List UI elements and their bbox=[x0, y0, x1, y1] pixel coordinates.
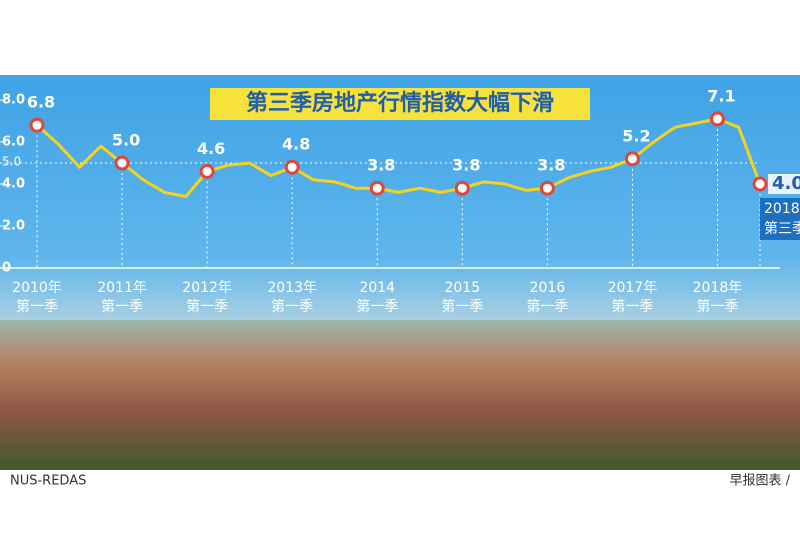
chart-title: 第三季房地产行情指数大幅下滑 bbox=[246, 90, 554, 116]
credit: 早报图表 / bbox=[729, 474, 790, 489]
data-point bbox=[284, 159, 300, 175]
value-label: 4.0 bbox=[772, 173, 800, 194]
y-tick-label: 2.0 bbox=[2, 219, 25, 234]
y-tick-label: 4.0 bbox=[2, 177, 25, 192]
x-tick-label: 2018年 bbox=[764, 201, 800, 217]
data-point bbox=[29, 117, 45, 133]
x-tick-sublabel: 第三季 bbox=[764, 220, 800, 237]
x-tick-sublabel: 第一季 bbox=[441, 298, 483, 315]
x-tick-label: 2014 bbox=[359, 280, 395, 296]
value-label: 3.8 bbox=[367, 156, 395, 175]
data-point bbox=[114, 155, 130, 171]
value-label-box bbox=[768, 174, 800, 194]
source: NUS-REDAS bbox=[10, 474, 86, 489]
value-label: 6.8 bbox=[27, 93, 55, 112]
x-tick-sublabel: 第一季 bbox=[611, 298, 653, 315]
value-label: 7.1 bbox=[707, 86, 735, 105]
value-label: 5.0 bbox=[112, 131, 140, 150]
title-box bbox=[210, 88, 590, 120]
value-label: 4.6 bbox=[197, 139, 225, 158]
data-point bbox=[709, 111, 725, 127]
value-label: 3.8 bbox=[452, 156, 480, 175]
x-tick-sublabel: 第一季 bbox=[186, 298, 228, 315]
x-tick-sublabel: 第一季 bbox=[101, 298, 143, 315]
x-tick-sublabel: 第一季 bbox=[696, 298, 738, 315]
x-tick-label: 2011年 bbox=[97, 280, 147, 296]
x-tick-sublabel: 第一季 bbox=[526, 298, 568, 315]
x-tick-label: 2018年 bbox=[693, 280, 743, 296]
x-tick-label: 2017年 bbox=[608, 280, 658, 296]
x-tick-sublabel: 第一季 bbox=[16, 298, 58, 315]
x-tick-label: 2016 bbox=[530, 280, 566, 296]
data-line bbox=[36, 117, 762, 199]
value-label: 5.2 bbox=[622, 126, 650, 145]
value-label: 3.8 bbox=[537, 156, 565, 175]
x-tick-label: 2010年 bbox=[12, 280, 62, 296]
data-point bbox=[624, 151, 640, 167]
photo-background bbox=[0, 320, 800, 470]
data-point bbox=[454, 180, 470, 196]
x-tick-label: 2013年 bbox=[267, 280, 317, 296]
reference-label: 5.0 bbox=[2, 155, 21, 169]
data-point bbox=[369, 180, 385, 196]
value-label: 4.8 bbox=[282, 135, 310, 154]
data-point bbox=[539, 180, 555, 196]
x-tick-sublabel: 第一季 bbox=[356, 298, 398, 315]
y-tick-label: 6.0 bbox=[2, 135, 25, 150]
y-tick-label: 8.0 bbox=[2, 93, 25, 108]
x-tick-label: 2015 bbox=[444, 280, 480, 296]
x-tick-label: 2012年 bbox=[182, 280, 232, 296]
x-tick-sublabel: 第一季 bbox=[271, 298, 313, 315]
last-category-box bbox=[760, 198, 800, 240]
y-tick-label: 0 bbox=[2, 261, 11, 276]
data-point bbox=[199, 163, 215, 179]
data-point bbox=[752, 176, 768, 192]
